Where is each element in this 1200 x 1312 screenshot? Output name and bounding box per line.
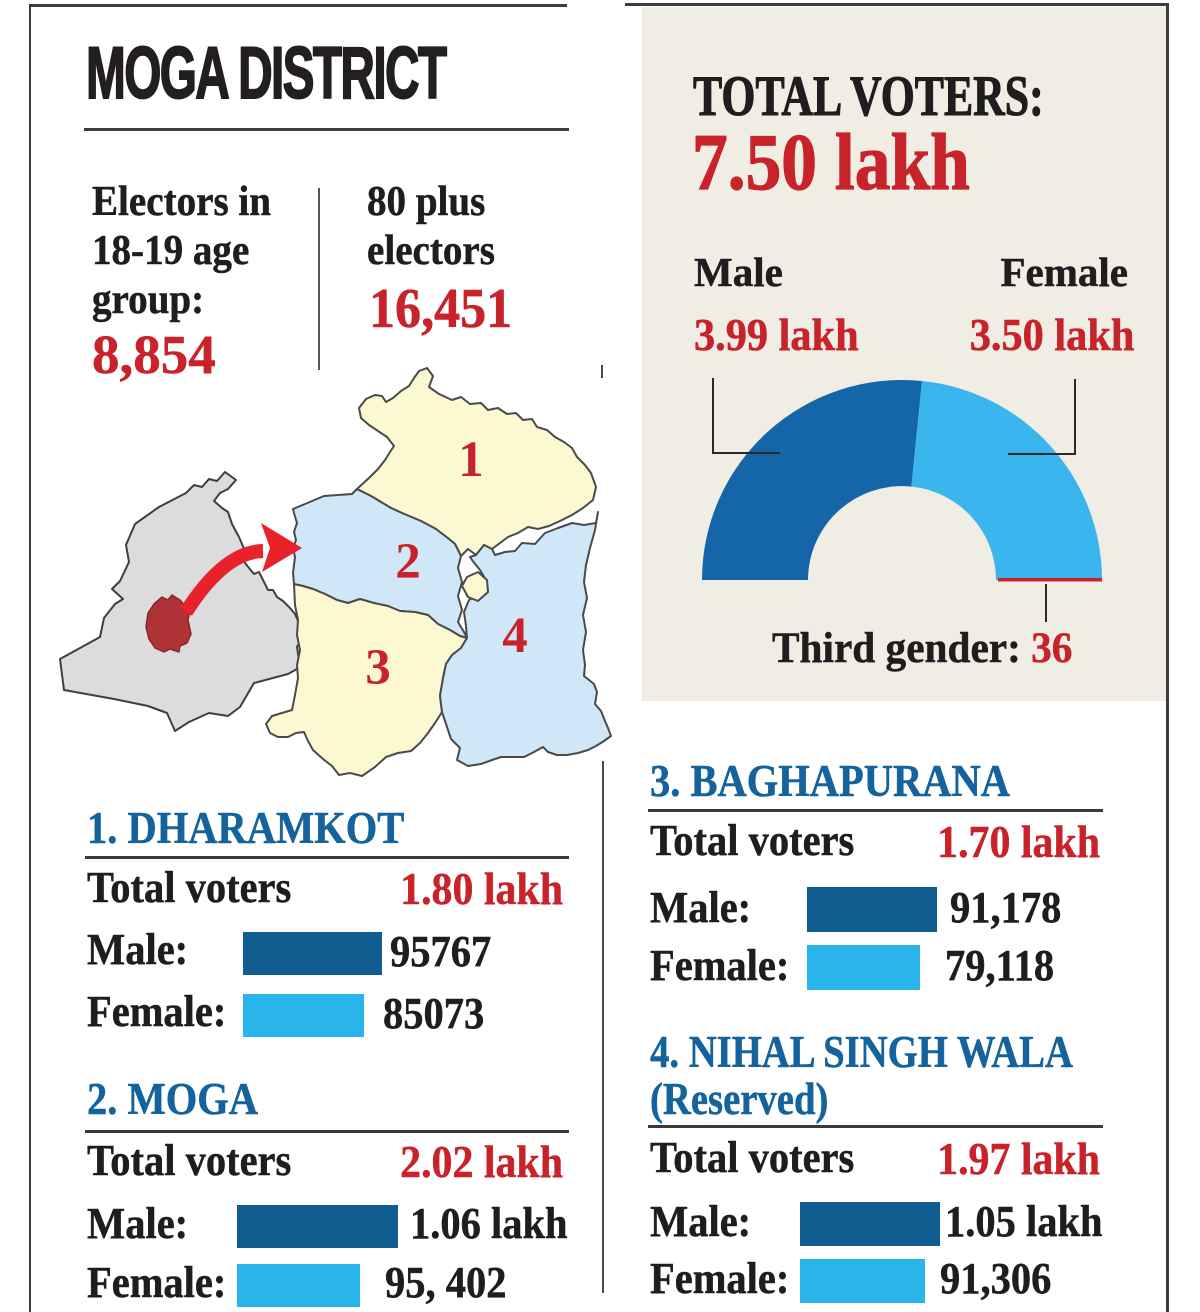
svg-text:2: 2 [395,534,421,590]
svg-text:3: 3 [365,640,391,696]
svg-text:4: 4 [502,608,528,664]
svg-text:1: 1 [458,432,484,488]
